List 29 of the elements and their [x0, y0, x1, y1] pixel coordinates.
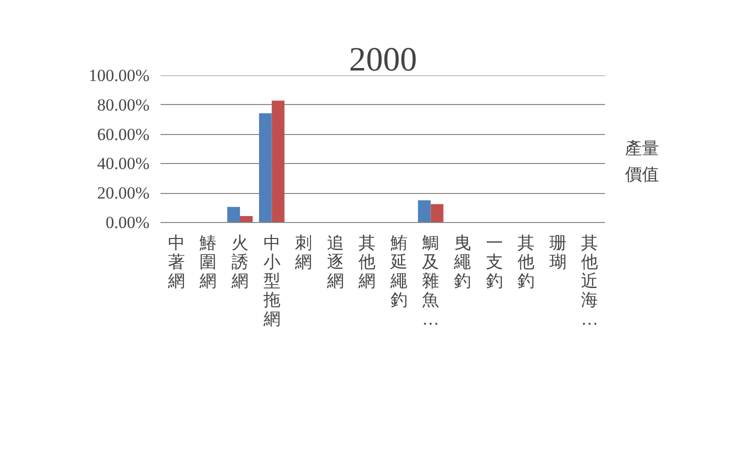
- x-tick-label: 中小型拖網: [262, 234, 280, 328]
- x-tick-label: 曳繩釣: [452, 234, 471, 290]
- x-tick-label: 火誘網: [230, 234, 248, 290]
- x-tick-label: 其他網: [358, 234, 376, 290]
- y-tick-label: 40.00%: [97, 154, 150, 174]
- bar: [430, 204, 444, 222]
- x-tick-label: 其他近海…: [581, 234, 598, 328]
- x-tick-label: 其他釣: [518, 234, 535, 290]
- chart-title: 2000: [349, 42, 417, 78]
- bar: [240, 216, 253, 222]
- bar: [272, 100, 284, 222]
- x-tick-label: 珊瑚: [549, 234, 566, 272]
- x-tick-label: 中著網: [166, 234, 185, 290]
- x-tick-label: 鰆圍網: [198, 234, 217, 290]
- x-tick-label: 鮪延繩釣: [389, 234, 408, 310]
- x-tick-label: 刺網: [294, 234, 312, 272]
- y-tick-label: 0.00%: [106, 213, 150, 232]
- bar: [227, 206, 240, 222]
- y-tick-label: 80.00%: [97, 95, 150, 114]
- y-tick-label: 100.00%: [88, 66, 150, 85]
- x-tick-label: 一支釣: [486, 234, 503, 290]
- y-tick-label: 20.00%: [97, 184, 150, 203]
- bar: [259, 113, 272, 222]
- text: 價值: [625, 164, 659, 186]
- bar: [418, 200, 431, 222]
- text: 產量: [625, 138, 659, 160]
- x-tick-label: 鯛及雜魚…: [422, 234, 440, 328]
- y-tick-label: 60.00%: [97, 124, 150, 144]
- x-tick-label: 追逐網: [326, 234, 344, 290]
